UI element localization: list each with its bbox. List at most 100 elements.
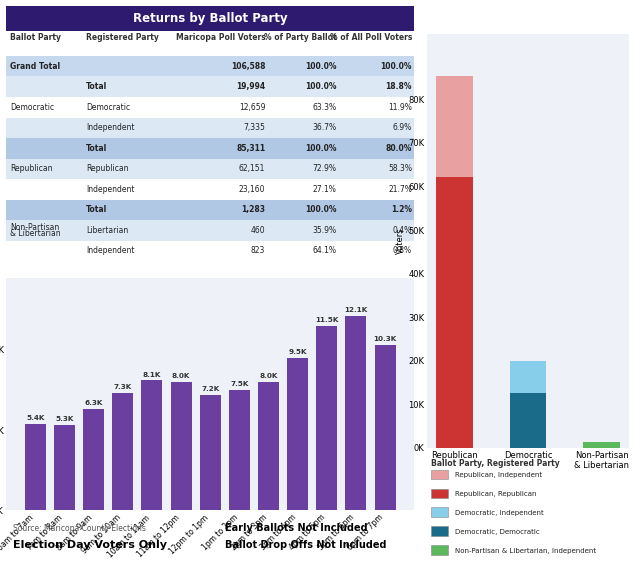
Bar — [112, 393, 134, 510]
Bar — [431, 469, 449, 480]
Text: 6.3K: 6.3K — [85, 400, 103, 407]
Text: 100.0%: 100.0% — [305, 144, 336, 153]
Text: Total: Total — [86, 82, 107, 91]
Text: 7,335: 7,335 — [243, 123, 265, 132]
Text: 36.7%: 36.7% — [313, 123, 336, 132]
Bar — [83, 409, 104, 510]
Text: 12,659: 12,659 — [239, 103, 265, 112]
Bar — [6, 6, 414, 31]
Bar — [229, 390, 250, 510]
Text: 7.5K: 7.5K — [230, 381, 248, 387]
Text: Democratic, Independent: Democratic, Independent — [455, 510, 544, 516]
Text: Ballot Party, Registered Party: Ballot Party, Registered Party — [431, 459, 560, 468]
Bar — [431, 507, 449, 517]
Text: Maricopa Poll Voters: Maricopa Poll Voters — [175, 33, 265, 43]
Text: 1.2%: 1.2% — [391, 205, 412, 214]
Text: 6.9%: 6.9% — [393, 123, 412, 132]
Bar — [6, 220, 414, 240]
Text: Independent: Independent — [86, 123, 134, 132]
Text: 0.8%: 0.8% — [393, 246, 412, 255]
Text: Non-Partisan & Libertarian, Independent: Non-Partisan & Libertarian, Independent — [455, 548, 596, 553]
Text: Non-Partisan: Non-Partisan — [10, 223, 60, 232]
Text: 8.1K: 8.1K — [143, 371, 161, 378]
Text: 35.9%: 35.9% — [313, 226, 336, 235]
Y-axis label: Voters: Voters — [396, 228, 405, 254]
Text: 11.5K: 11.5K — [315, 317, 338, 323]
Bar — [431, 545, 449, 555]
Text: 1,283: 1,283 — [241, 205, 265, 214]
Text: Independent: Independent — [86, 185, 134, 194]
Text: 7.2K: 7.2K — [201, 386, 220, 392]
Text: 80.0%: 80.0% — [386, 144, 412, 153]
Text: Registered Party: Registered Party — [86, 33, 159, 43]
Text: Ballot Drop Offs Not Included: Ballot Drop Offs Not Included — [225, 540, 386, 551]
Text: Republican: Republican — [10, 164, 53, 174]
Bar — [317, 326, 337, 510]
Bar — [6, 240, 414, 261]
Text: Republican, Independent: Republican, Independent — [455, 472, 542, 478]
Text: 100.0%: 100.0% — [305, 62, 336, 71]
Text: 58.3%: 58.3% — [388, 164, 412, 174]
Text: 12.1K: 12.1K — [344, 307, 368, 314]
Bar — [54, 425, 75, 510]
Bar — [171, 382, 191, 510]
Text: Democratic: Democratic — [10, 103, 55, 112]
Text: 62,151: 62,151 — [239, 164, 265, 174]
Text: 8.0K: 8.0K — [259, 373, 278, 379]
Bar — [510, 361, 546, 393]
Text: Democratic: Democratic — [86, 103, 130, 112]
Text: 64.1%: 64.1% — [313, 246, 336, 255]
Bar — [287, 358, 308, 510]
Text: & Libertarian: & Libertarian — [10, 229, 61, 238]
Bar — [141, 380, 162, 510]
Text: 100.0%: 100.0% — [305, 205, 336, 214]
Text: Grand Total: Grand Total — [10, 62, 60, 71]
Text: 106,588: 106,588 — [230, 62, 265, 71]
Text: 72.9%: 72.9% — [313, 164, 336, 174]
Text: 27.1%: 27.1% — [313, 185, 336, 194]
Bar — [431, 526, 449, 536]
Text: 85,311: 85,311 — [236, 144, 265, 153]
Text: Independent: Independent — [86, 246, 134, 255]
Text: 63.3%: 63.3% — [313, 103, 336, 112]
Text: 9.5K: 9.5K — [288, 349, 307, 355]
Text: 18.8%: 18.8% — [386, 82, 412, 91]
Bar — [6, 56, 414, 77]
Bar — [6, 159, 414, 179]
Text: % of All Poll Voters: % of All Poll Voters — [330, 33, 412, 43]
Text: 21.7%: 21.7% — [388, 185, 412, 194]
Text: 23,160: 23,160 — [239, 185, 265, 194]
Text: Total: Total — [86, 144, 107, 153]
Bar — [258, 382, 279, 510]
Text: % of Party Ballot: % of Party Ballot — [264, 33, 336, 43]
Bar — [200, 395, 221, 510]
Text: Libertarian: Libertarian — [86, 226, 128, 235]
Text: Returns by Ballot Party: Returns by Ballot Party — [133, 12, 288, 25]
Text: Democratic, Democratic: Democratic, Democratic — [455, 528, 540, 535]
Text: Republican, Republican: Republican, Republican — [455, 491, 537, 497]
Bar — [6, 97, 414, 117]
Bar — [436, 76, 473, 177]
Text: Total: Total — [86, 205, 107, 214]
Text: 823: 823 — [251, 246, 265, 255]
Bar — [436, 177, 473, 448]
Bar — [6, 117, 414, 138]
Bar — [25, 424, 46, 510]
Text: 100.0%: 100.0% — [305, 82, 336, 91]
Text: Returns by Ballot Party: Returns by Ballot Party — [455, 18, 601, 28]
Text: 19,994: 19,994 — [236, 82, 265, 91]
Text: Total Returns By Hour: Total Returns By Hour — [137, 261, 283, 273]
Text: Ballot Party: Ballot Party — [10, 33, 62, 43]
Text: Election Day Voters Only: Election Day Voters Only — [13, 540, 167, 551]
Text: 7.3K: 7.3K — [114, 384, 132, 390]
Text: Source: Maricopa County Elections: Source: Maricopa County Elections — [13, 524, 146, 533]
Bar — [6, 200, 414, 220]
Text: 460: 460 — [250, 226, 265, 235]
Bar — [6, 77, 414, 97]
Bar — [6, 138, 414, 159]
Text: Early Ballots Not Included: Early Ballots Not Included — [225, 523, 367, 534]
Bar — [510, 393, 546, 448]
Text: 0.4%: 0.4% — [393, 226, 412, 235]
Text: 5.4K: 5.4K — [26, 415, 45, 421]
Bar — [6, 179, 414, 200]
